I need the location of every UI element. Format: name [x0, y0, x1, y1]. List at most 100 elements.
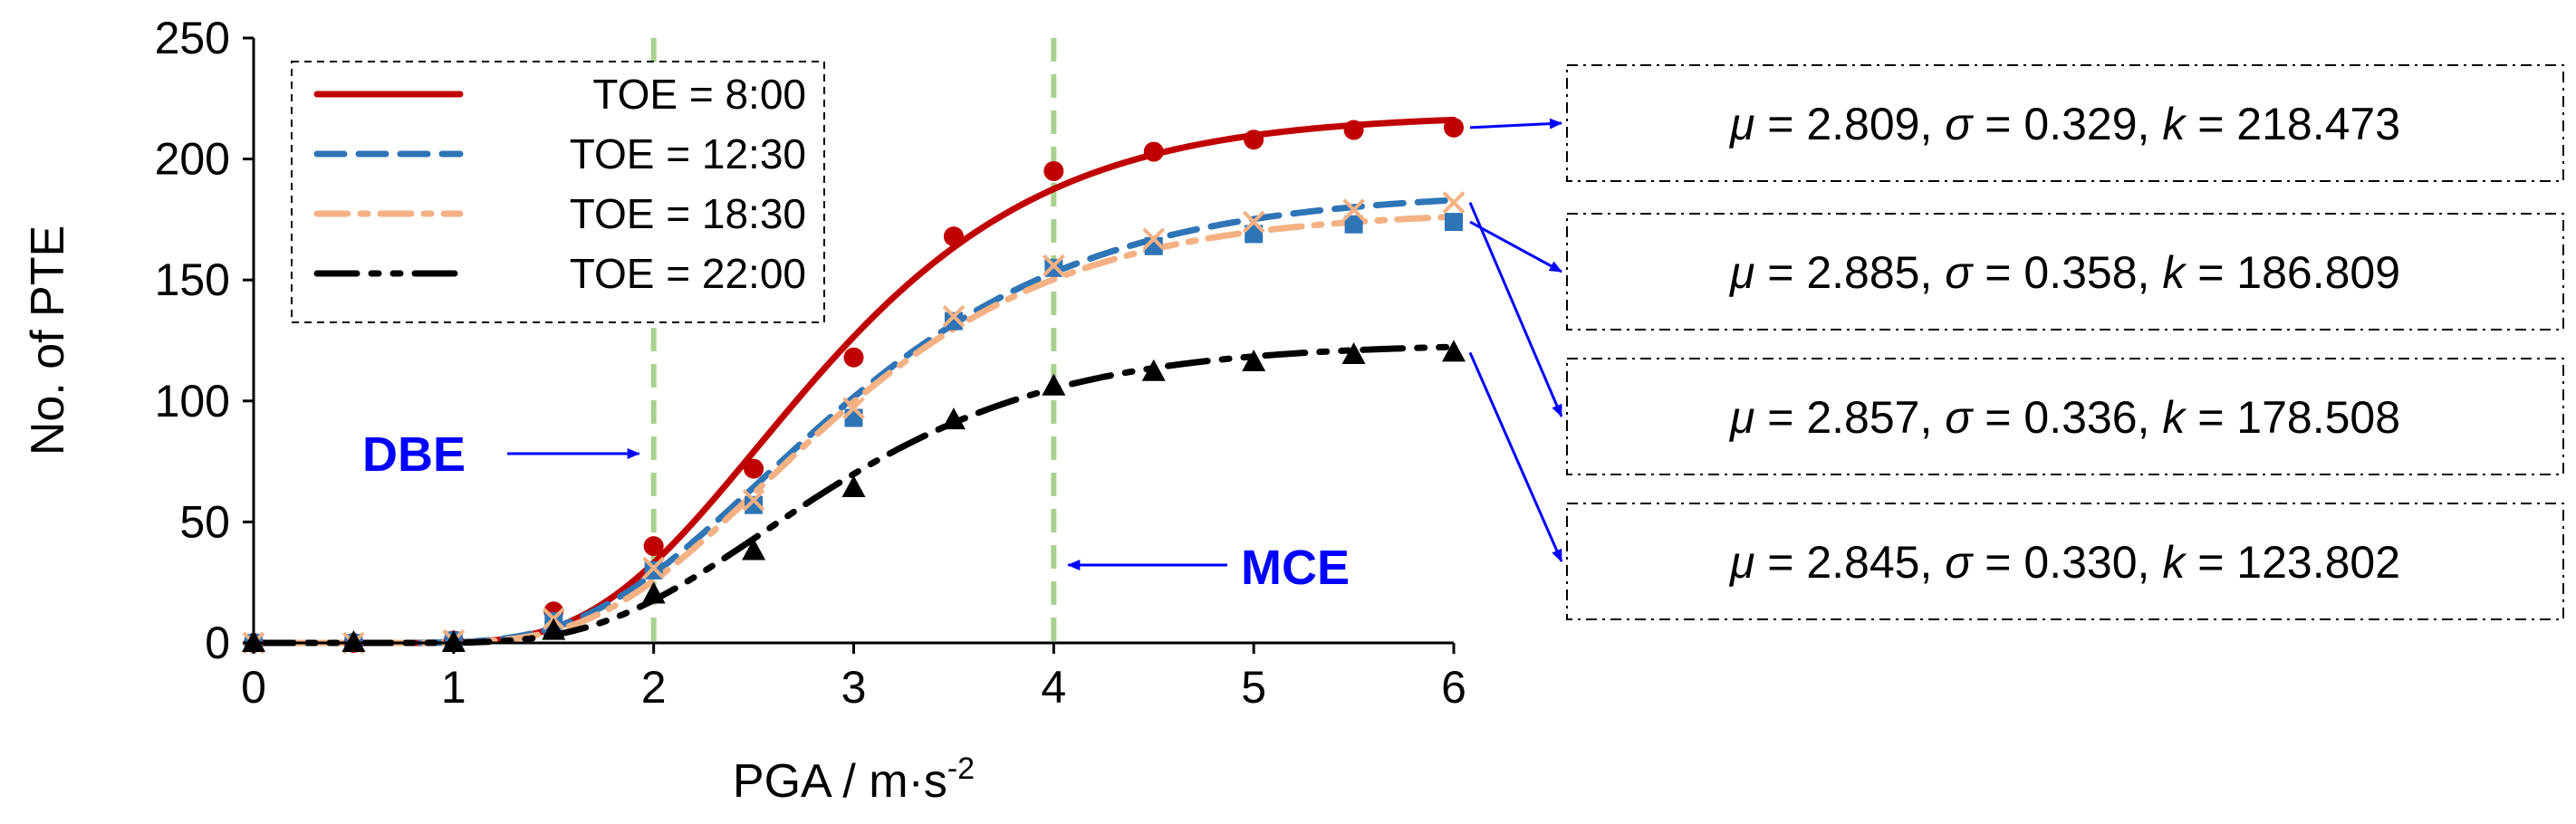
data-point-series-2 — [844, 408, 863, 427]
parameter-text-part: = — [1754, 392, 1806, 443]
data-point-series-3 — [1042, 254, 1065, 277]
axes: 0 1 2 3 4 5 6 0 50 100 150 200 250 PGA / m·s-2 No. of … — [22, 13, 1466, 808]
parameter-box-2 — [1566, 213, 2564, 331]
data-point-series-1 — [1143, 141, 1164, 162]
parameter-text-part: 2.857 — [1806, 392, 1919, 443]
parameter-text-part: k — [2162, 537, 2187, 588]
data-point-series-1 — [744, 458, 764, 479]
data-point-series-4 — [841, 474, 866, 497]
data-point-series-2 — [1245, 225, 1264, 244]
data-point-series-3 — [1142, 227, 1166, 251]
data-point-series-3 — [1342, 198, 1365, 222]
data-point-series-1 — [1244, 129, 1264, 150]
parameter-text-part: σ — [1945, 537, 1974, 588]
parameter-text-part: 0.330 — [2023, 537, 2137, 588]
parameter-text-part: = — [2185, 99, 2236, 149]
data-point-series-3 — [842, 397, 865, 420]
x-tick-label: 3 — [841, 662, 867, 713]
dbe-label: DBE — [362, 427, 466, 482]
parameter-text-2: μ = 2.885, σ = 0.358, k = 186.809 — [1728, 247, 2400, 298]
legend-label-series-4: TOE = 22:00 — [570, 250, 806, 297]
y-tick-label: 150 — [155, 254, 230, 305]
mce-label: MCE — [1241, 541, 1350, 595]
data-point-series-4 — [1341, 342, 1366, 365]
parameter-text-part: 0.358 — [2023, 247, 2137, 298]
parameter-text-part: , — [2138, 392, 2163, 443]
data-point-series-3 — [1242, 210, 1265, 234]
parameter-text-part: 2.809 — [1806, 99, 1919, 149]
legend-label-series-1: TOE = 8:00 — [592, 71, 806, 118]
data-point-series-3 — [1442, 191, 1466, 215]
data-point-series-2 — [944, 311, 963, 331]
x-axis-title-main: PGA / m·s — [733, 755, 947, 808]
legend: TOE = 8:00 TOE = 12:30 TOE = 18:30 TOE = 22… — [291, 61, 825, 323]
parameter-text-part: 218.473 — [2236, 99, 2400, 149]
x-tick-label: 4 — [1041, 662, 1066, 713]
data-point-series-3 — [642, 556, 666, 580]
x-axis-title-superscript: -2 — [947, 752, 975, 786]
parameter-text-part: 0.329 — [2023, 99, 2137, 149]
data-point-series-4 — [441, 630, 466, 652]
parameter-boxes: μ = 2.809, σ = 0.329, k = 218.473 μ = 2.8… — [1468, 64, 2564, 620]
data-point-series-4 — [1242, 350, 1266, 372]
data-point-series-1 — [1444, 117, 1464, 138]
parameter-text-part: = — [1972, 537, 2023, 588]
parameter-text-part: , — [1919, 99, 1945, 149]
y-axis-title: No. of PTE — [22, 225, 74, 455]
data-point-series-4 — [1141, 359, 1166, 381]
parameter-text-part: , — [1919, 392, 1945, 443]
legend-label-series-2: TOE = 12:30 — [570, 130, 806, 177]
data-point-series-2 — [1344, 215, 1363, 234]
parameter-text-part: = — [2185, 247, 2236, 298]
parameter-arrow-1 — [1469, 118, 1562, 129]
parameter-text-part: , — [2138, 537, 2163, 588]
data-point-series-3 — [742, 488, 765, 512]
parameter-text-part: = — [1754, 247, 1806, 298]
data-point-series-2 — [745, 495, 764, 514]
x-tick-label: 6 — [1441, 662, 1466, 713]
parameter-arrow-3 — [1468, 202, 1563, 417]
parameter-text-part: , — [2138, 247, 2163, 298]
parameter-text-part: 0.336 — [2023, 392, 2137, 443]
parameter-text-part: = — [1972, 392, 2023, 443]
parameter-text-part: 2.885 — [1806, 247, 1919, 298]
x-axis-title: PGA / m·s-2 — [733, 752, 975, 808]
parameter-text-part: 2.845 — [1806, 537, 1919, 588]
parameter-text-part: μ — [1728, 99, 1754, 149]
parameter-text-part: = — [2185, 537, 2236, 588]
legend-label-series-3: TOE = 18:30 — [570, 190, 806, 237]
parameter-text-part: μ — [1728, 392, 1754, 443]
data-point-series-2 — [1445, 213, 1463, 232]
annotations: DBE MCE — [362, 427, 1350, 595]
parameter-text-part: = — [1972, 247, 2023, 298]
data-point-series-4 — [941, 407, 966, 430]
parameter-box-3 — [1566, 358, 2564, 475]
parameter-text-part: 178.508 — [2236, 392, 2400, 443]
parameter-text-part: = — [1972, 99, 2023, 149]
data-point-series-1 — [843, 347, 864, 368]
data-point-series-1 — [1043, 160, 1064, 181]
data-point-series-4 — [341, 630, 366, 652]
parameter-text-3: μ = 2.857, σ = 0.336, k = 178.508 — [1728, 392, 2400, 443]
data-point-series-4 — [641, 581, 666, 604]
data-point-series-1 — [1343, 120, 1364, 140]
data-point-series-1 — [943, 226, 964, 247]
y-tick-label: 100 — [155, 376, 230, 426]
data-point-series-4 — [542, 618, 566, 640]
data-point-series-1 — [643, 536, 664, 557]
data-point-series-4 — [1042, 373, 1066, 396]
data-markers — [242, 117, 1466, 655]
x-tick-label: 1 — [441, 662, 466, 713]
parameter-text-4: μ = 2.845, σ = 0.330, k = 123.802 — [1728, 537, 2400, 588]
y-tick-label: 0 — [205, 618, 230, 668]
parameter-arrow-2 — [1469, 220, 1562, 273]
parameter-text-part: = — [2185, 392, 2236, 443]
parameter-text-part: = — [1754, 99, 1806, 149]
parameter-text-part: μ — [1728, 537, 1754, 588]
data-point-series-4 — [742, 538, 766, 561]
y-tick-label: 250 — [155, 13, 230, 63]
parameter-text-part: 186.809 — [2236, 247, 2400, 298]
parameter-text-part: 123.802 — [2236, 537, 2400, 588]
parameter-box-4 — [1566, 503, 2564, 620]
